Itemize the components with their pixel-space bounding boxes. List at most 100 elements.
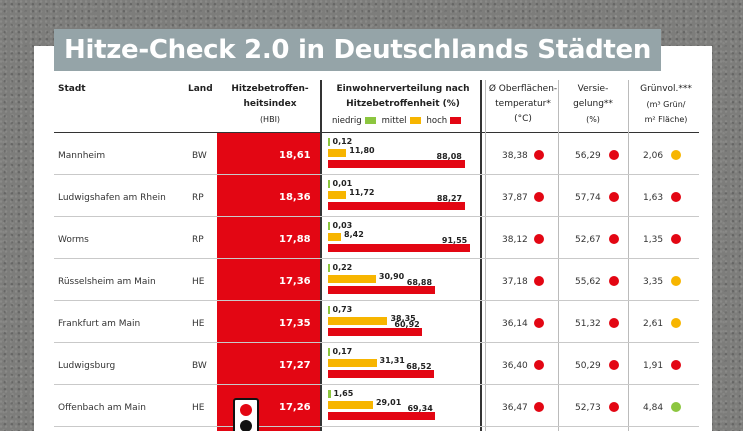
bar-mittel xyxy=(328,359,377,367)
header-oberflaeche: Ø Oberflächen- temperatur* (°C) xyxy=(488,82,558,127)
header-divider xyxy=(54,132,699,133)
header-oberflaeche-line3: (°C) xyxy=(514,114,532,124)
gruenvolumen-indicator xyxy=(671,318,681,328)
temperature-indicator xyxy=(534,402,544,412)
city-name: Ludwigshafen am Rhein xyxy=(58,193,166,203)
city-name: Rüsselsheim am Main xyxy=(58,277,156,287)
temperature-value: 37,18 xyxy=(502,277,528,287)
header-gruen-line3: m² Fläche) xyxy=(644,115,688,124)
temperature-value: 37,87 xyxy=(502,193,528,203)
land-code: RP xyxy=(192,235,204,245)
temperature-indicator xyxy=(534,360,544,370)
legend-hoch-label: hoch xyxy=(426,116,448,126)
versiegelung-value: 51,32 xyxy=(575,319,601,329)
gruenvolumen-indicator xyxy=(671,150,681,160)
versiegelung-indicator xyxy=(609,402,619,412)
city-name: Worms xyxy=(58,235,89,245)
bar-mittel xyxy=(328,317,388,325)
column-divider xyxy=(485,80,486,431)
header-oberflaeche-line2: temperatur* xyxy=(495,99,551,109)
land-code: RP xyxy=(192,193,204,203)
versiegelung-value: 55,62 xyxy=(575,277,601,287)
bar-hoch xyxy=(328,370,435,378)
versiegelung-indicator xyxy=(609,360,619,370)
column-divider xyxy=(558,80,559,431)
bar-label-niedrig: 0,03 xyxy=(332,221,353,230)
bar-niedrig xyxy=(328,348,330,356)
bar-label-hoch: 68,52 xyxy=(406,362,432,371)
header-hbi-line3: (HBI) xyxy=(259,115,281,124)
temperature-value: 38,12 xyxy=(502,235,528,245)
header-gruenvolumen: Grünvol.*** (m³ Grün/ m² Fläche) xyxy=(630,82,702,127)
temperature-value: 36,14 xyxy=(502,319,528,329)
bar-label-niedrig: 0,17 xyxy=(332,347,353,356)
legend-yellow-swatch xyxy=(409,117,421,124)
gruenvolumen-indicator xyxy=(671,360,681,370)
bar-mittel xyxy=(328,233,342,241)
temperature-indicator xyxy=(534,234,544,244)
versiegelung-indicator xyxy=(609,234,619,244)
bar-mittel xyxy=(328,149,347,157)
versiegelung-value: 56,29 xyxy=(575,151,601,161)
header-hbi: Hitzebetroffen- heitsindex (HBI) xyxy=(222,82,318,127)
gruenvolumen-value: 3,35 xyxy=(643,277,664,287)
gruenvolumen-value: 2,61 xyxy=(643,319,664,329)
table-row: Ludwigshafen am Rhein RP 18,36 37,87 57,74 1,… xyxy=(54,175,699,217)
bar-label-niedrig: 1,65 xyxy=(333,389,354,398)
bar-label-hoch: 60,92 xyxy=(394,320,420,329)
versiegelung-indicator xyxy=(609,276,619,286)
gruenvolumen-value: 1,63 xyxy=(643,193,664,203)
bar-hoch xyxy=(328,286,435,294)
row-divider xyxy=(54,342,699,343)
bar-label-mittel: 31,31 xyxy=(379,356,405,365)
traffic-light-icon xyxy=(233,398,259,431)
bar-label-hoch: 69,34 xyxy=(407,404,433,413)
bar-label-hoch: 91,55 xyxy=(441,236,468,245)
bar-label-mittel: 11,80 xyxy=(349,146,375,155)
table-row: Frankfurt am Main HE 17,35 36,14 51,32 2,61 xyxy=(54,301,699,343)
hbi-value: 17,27 xyxy=(279,360,311,371)
gruenvolumen-value: 1,35 xyxy=(643,235,664,245)
bar-label-mittel: 30,90 xyxy=(378,272,405,281)
header-oberflaeche-line1: Ø Oberflächen- xyxy=(488,84,558,94)
bar-label-niedrig: 0,01 xyxy=(332,179,353,188)
header-hbi-line2: heitsindex xyxy=(243,99,297,109)
versiegelung-value: 52,67 xyxy=(575,235,601,245)
table-row: Worms RP 17,88 38,12 52,67 1,35 xyxy=(54,217,699,259)
versiegelung-value: 50,29 xyxy=(575,361,601,371)
bar-niedrig xyxy=(328,306,330,314)
temperature-value: 36,47 xyxy=(502,403,528,413)
legend-mittel-label: mittel xyxy=(381,116,407,126)
hbi-value: 17,88 xyxy=(279,234,311,245)
row-divider xyxy=(54,384,699,385)
versiegelung-value: 57,74 xyxy=(575,193,601,203)
versiegelung-indicator xyxy=(609,150,619,160)
row-divider xyxy=(54,426,699,427)
header-einwohner-line2: Hitzebetroffenheit (%) xyxy=(346,99,460,109)
header-versiegelung-line1: Versie- xyxy=(577,84,609,94)
temperature-value: 38,38 xyxy=(502,151,528,161)
row-divider xyxy=(54,174,699,175)
traffic-light-red-lamp xyxy=(240,404,252,416)
city-name: Offenbach am Main xyxy=(58,403,146,413)
gruenvolumen-value: 2,06 xyxy=(643,151,664,161)
temperature-indicator xyxy=(534,192,544,202)
bar-label-niedrig: 0,22 xyxy=(332,263,353,272)
legend-red-swatch xyxy=(450,117,462,124)
temperature-indicator xyxy=(534,150,544,160)
bar-hoch xyxy=(328,202,465,210)
city-name: Ludwigsburg xyxy=(58,361,116,371)
bar-label-mittel: 8,42 xyxy=(344,230,364,239)
row-divider xyxy=(54,258,699,259)
gruenvolumen-value: 1,91 xyxy=(643,361,664,371)
header-versiegelung: Versie- gelung** (%) xyxy=(562,82,624,127)
bar-hoch xyxy=(328,412,436,420)
hbi-value: 17,26 xyxy=(279,402,311,413)
bar-hoch xyxy=(328,328,423,336)
legend: niedrig mittel hoch xyxy=(332,116,462,126)
bar-mittel xyxy=(328,275,376,283)
land-code: HE xyxy=(192,277,205,287)
city-name: Frankfurt am Main xyxy=(58,319,141,329)
page-title: Hitze-Check 2.0 in Deutschlands Städten xyxy=(54,29,662,71)
header-hbi-line1: Hitzebetroffen- xyxy=(231,84,309,94)
